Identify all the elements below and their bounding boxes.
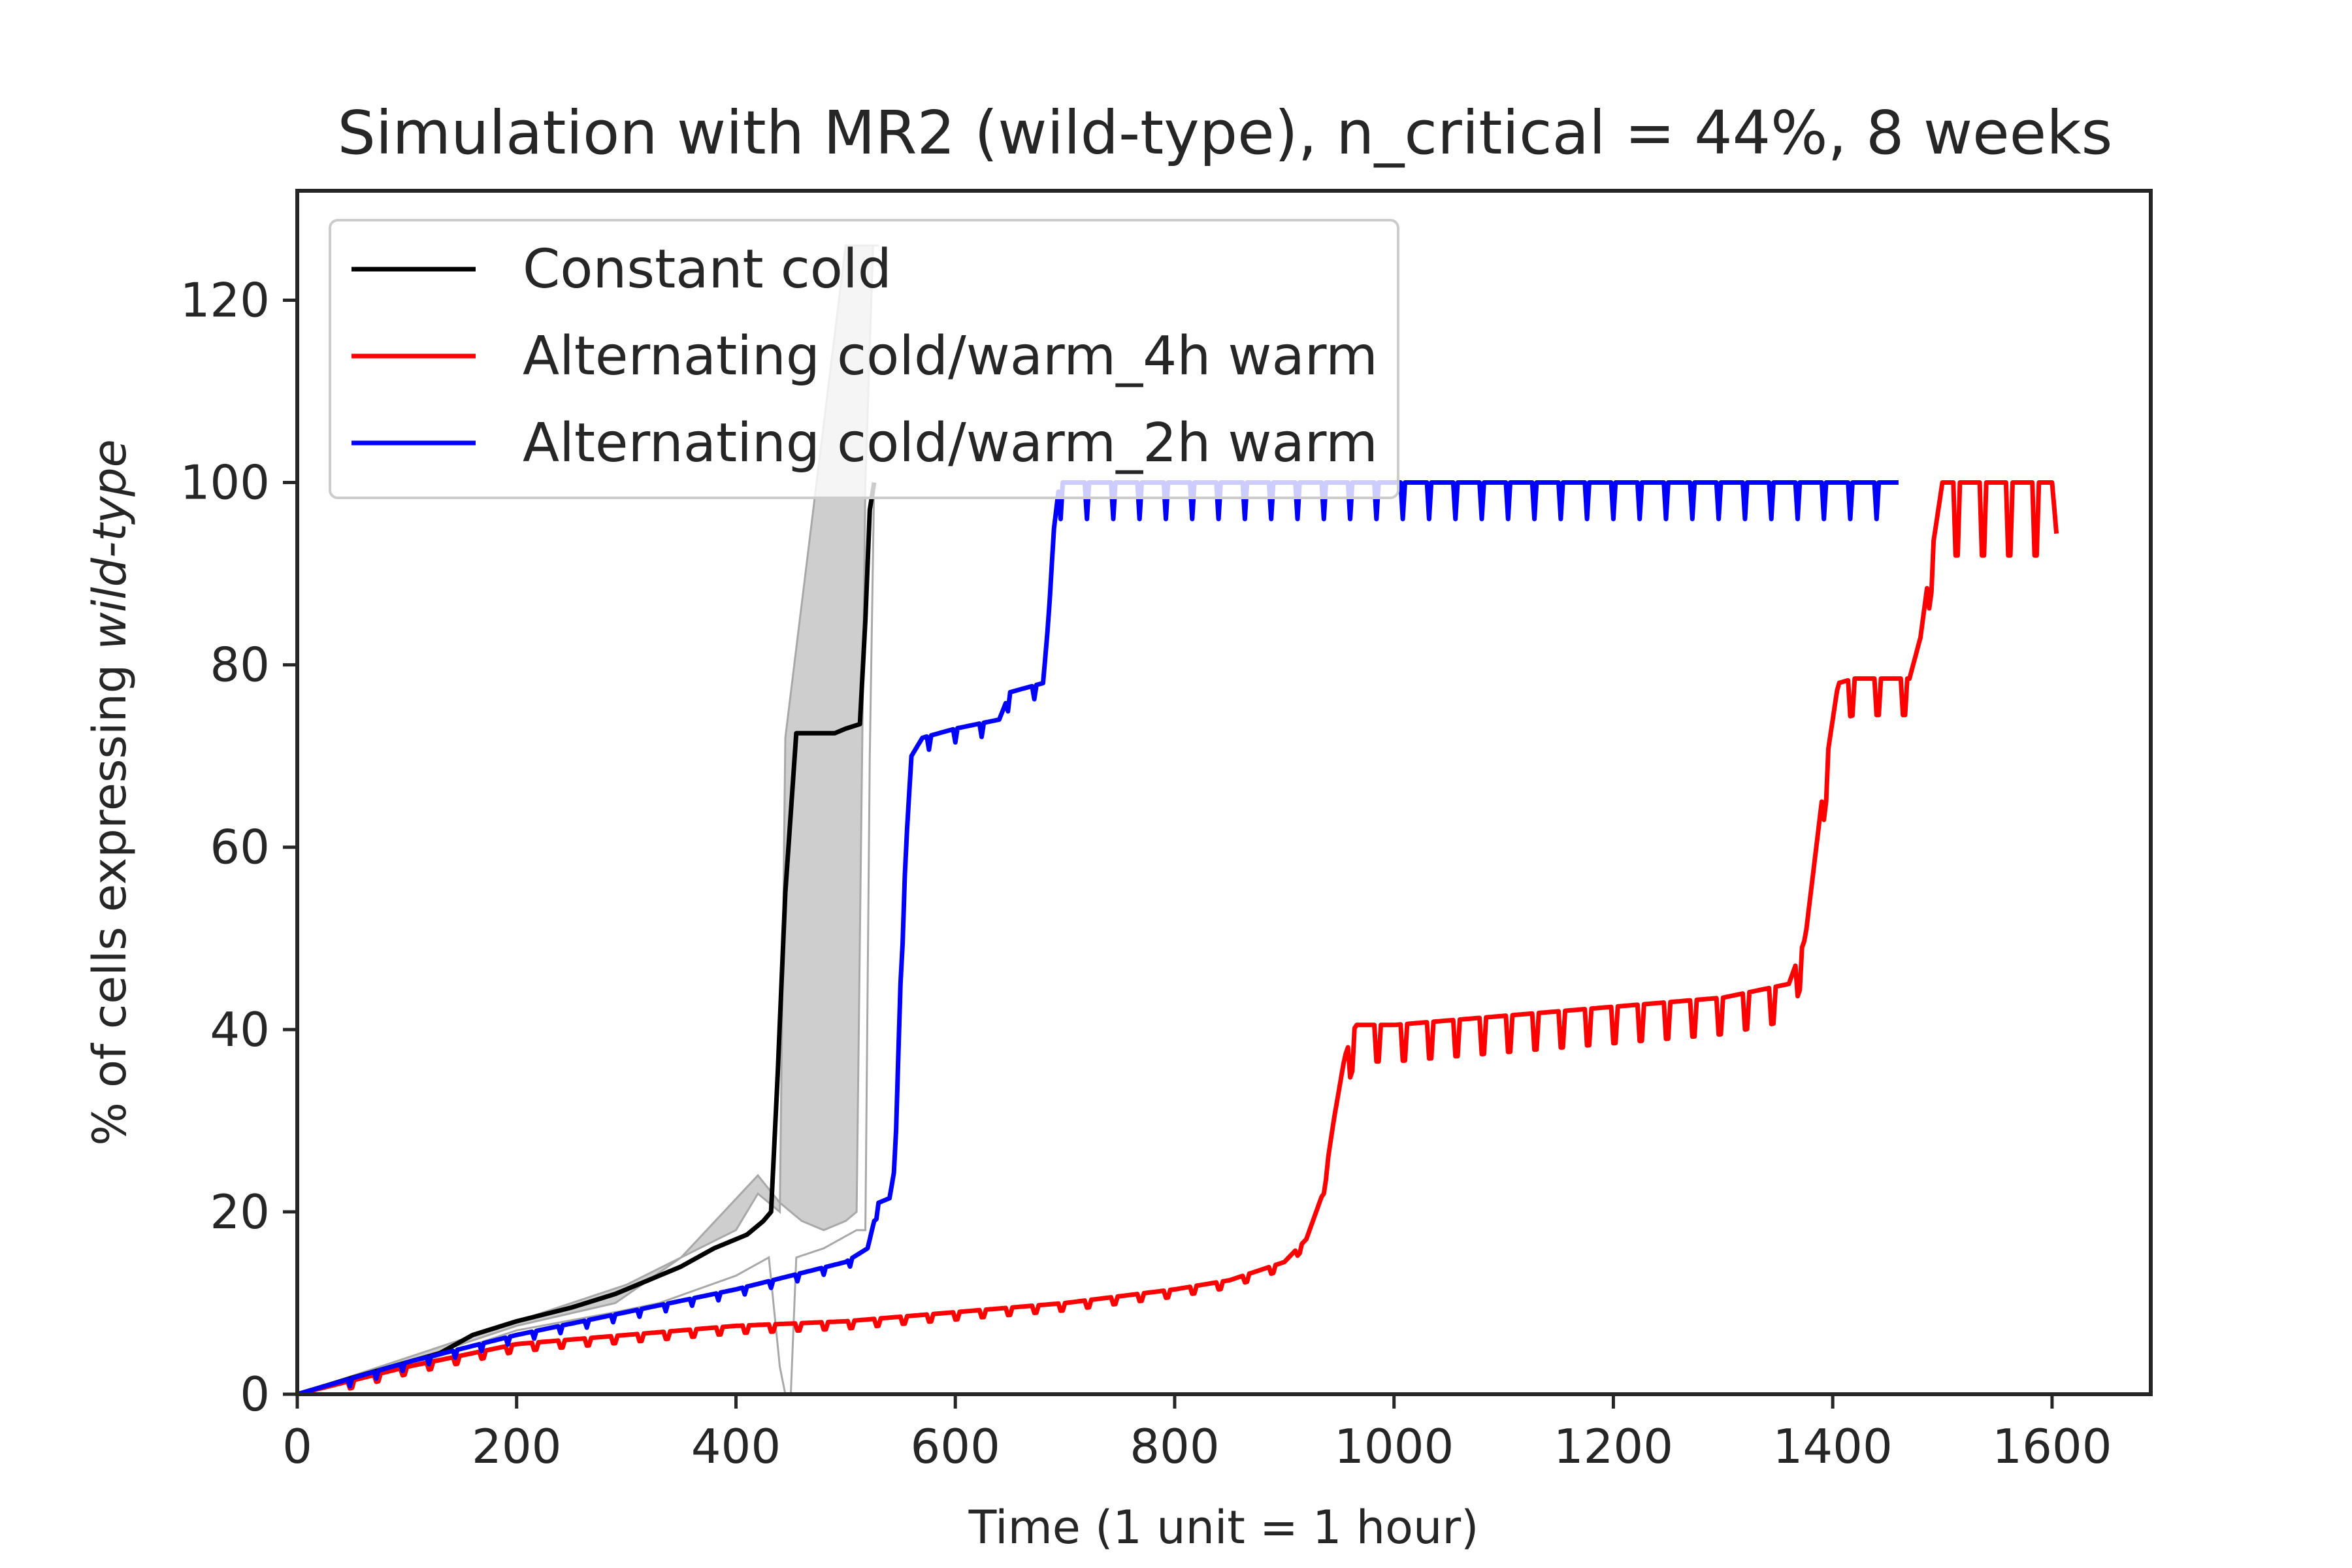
- series-line-3: [297, 480, 1899, 1394]
- y-tick-label: 40: [210, 1002, 270, 1057]
- x-tick-label: 1200: [1554, 1419, 1673, 1474]
- y-tick-label: 60: [210, 820, 270, 875]
- legend-label-2: Alternating cold/warm_4h warm: [523, 325, 1378, 387]
- y-tick-label: 0: [240, 1367, 270, 1422]
- x-tick-label: 800: [1130, 1419, 1219, 1474]
- legend-label-3: Alternating cold/warm_2h warm: [523, 412, 1378, 474]
- confidence-band-lower: [297, 482, 875, 1394]
- y-axis-label: % of cells expressing wild-type: [83, 439, 137, 1145]
- y-tick-label: 100: [180, 455, 270, 510]
- x-tick-label: 0: [282, 1419, 312, 1474]
- y-axis: 0 20 40 60 80 100 120: [180, 272, 297, 1422]
- legend-label-1: Constant cold: [523, 238, 892, 301]
- x-tick-label: 200: [472, 1419, 561, 1474]
- series-line-1: [297, 482, 877, 1394]
- y-tick-label: 80: [210, 638, 270, 693]
- chart-title: Simulation with MR2 (wild-type), n_criti…: [338, 98, 2113, 168]
- x-tick-label: 400: [691, 1419, 781, 1474]
- x-axis-label: Time (1 unit = 1 hour): [968, 1501, 1479, 1554]
- x-axis: 0 200 400 600 800 1000 1200 1400 1600: [282, 1394, 2112, 1474]
- y-tick-label: 20: [210, 1184, 270, 1239]
- y-tick-label: 120: [180, 272, 270, 327]
- x-tick-label: 600: [911, 1419, 1000, 1474]
- x-tick-label: 1400: [1773, 1419, 1893, 1474]
- series-line-2: [297, 480, 2059, 1394]
- plot-frame: [295, 189, 2153, 1396]
- legend: Constant cold Alternating cold/warm_4h wa…: [329, 219, 1399, 499]
- legend-box: [329, 219, 1399, 499]
- x-tick-label: 1600: [1992, 1419, 2112, 1474]
- x-tick-label: 1000: [1334, 1419, 1454, 1474]
